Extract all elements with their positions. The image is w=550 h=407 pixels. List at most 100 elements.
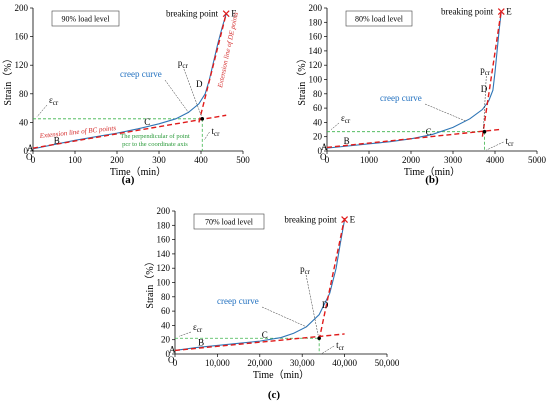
load-level-label: 90% load level — [62, 15, 111, 24]
pcr-label: pcr — [300, 264, 311, 276]
point-label-a: A — [169, 344, 176, 354]
eps-cr-leader — [36, 104, 48, 117]
point-label-e: E — [231, 9, 237, 19]
point-label-e: E — [506, 7, 512, 17]
point-label-d: D — [322, 300, 329, 310]
point-label-b: B — [344, 136, 350, 146]
load-level-box — [193, 213, 265, 230]
creep-curve-leader — [261, 306, 307, 328]
y-tick-label: 80 — [19, 89, 29, 99]
y-tick-label: 120 — [157, 263, 171, 273]
point-label-b: B — [198, 338, 204, 348]
point-label-c: C — [426, 127, 432, 137]
y-tick-label: 160 — [157, 235, 171, 245]
creep-curve-leader — [164, 79, 189, 113]
de-extension-line — [198, 13, 227, 123]
y-tick-label: 100 — [157, 278, 171, 288]
x-tick-label: 0 — [31, 155, 36, 165]
eps-cr-leader — [330, 122, 340, 130]
y-tick-label: 20 — [313, 132, 323, 142]
point-label-a: A — [321, 142, 328, 152]
origin-label: O — [168, 355, 175, 365]
x-tick-label: 1000 — [360, 155, 379, 165]
y-tick-label: 120 — [15, 60, 29, 70]
y-tick-label: 180 — [309, 17, 323, 27]
panel-caption: (a) — [122, 174, 135, 186]
x-tick-label: 30,000 — [290, 358, 315, 368]
pcr-point — [317, 336, 321, 341]
y-tick-label: 140 — [309, 46, 323, 56]
pcr-point — [200, 117, 205, 121]
creep-curve-label: creep curve — [380, 93, 422, 103]
x-axis-title: Time（min） — [253, 369, 309, 381]
panel-a: 0 100 200 300 400 50004080120160200Time（min）S… — [2, 3, 250, 186]
x-tick-label: 5000 — [528, 155, 547, 165]
perpendicular-label-1: The perpendicular of point — [120, 133, 190, 140]
bc-extension-label: Extension line of BC points — [38, 124, 116, 140]
x-tick-label: 3000 — [444, 155, 463, 165]
tcr-leader — [486, 141, 504, 151]
breaking-point-marker — [497, 8, 505, 15]
creep-curve-series — [174, 219, 346, 351]
breaking-point-marker — [222, 10, 230, 18]
tcr-label: tcr — [506, 136, 515, 148]
breaking-point-marker — [341, 216, 349, 224]
x-tick-label: 40,000 — [332, 358, 357, 368]
bc-extension-line — [326, 128, 500, 149]
x-tick-label: 500 — [236, 155, 250, 165]
y-tick-label: 80 — [161, 292, 171, 302]
eps-cr-label: εcr — [49, 95, 59, 107]
panel-caption: (c) — [268, 389, 281, 401]
creep-curve-series — [32, 13, 227, 150]
creep-curve-label: creep curve — [217, 296, 259, 306]
x-axis-title: Time（min） — [110, 166, 166, 178]
y-tick-label: 200 — [309, 3, 323, 13]
y-tick-label: 0 — [318, 146, 323, 156]
y-tick-label: 200 — [157, 206, 171, 216]
point-label-e: E — [350, 215, 356, 225]
x-tick-label: 20,000 — [247, 358, 272, 368]
tcr-label: tcr — [336, 340, 345, 352]
creep-curve-series — [326, 11, 502, 149]
breaking-point-label: breaking point — [166, 9, 219, 19]
bc-extension-line — [32, 114, 227, 149]
x-tick-label: 10,000 — [205, 358, 230, 368]
breaking-point-label: breaking point — [284, 215, 337, 225]
origin-label: O — [320, 152, 327, 162]
de-extension-label: Extension line of DE points — [216, 11, 240, 89]
pcr-leader — [305, 274, 319, 336]
y-tick-label: 60 — [313, 103, 323, 113]
bc-extension-line — [174, 333, 345, 352]
point-label-c: C — [262, 330, 268, 340]
de-extension-line — [318, 218, 346, 340]
pcr-leader — [183, 68, 202, 116]
point-label-a: A — [27, 143, 34, 153]
y-axis-title: Strain（%） — [2, 53, 14, 105]
x-tick-label: 400 — [194, 155, 208, 165]
x-tick-label: 100 — [68, 155, 82, 165]
y-tick-label: 40 — [161, 320, 171, 330]
x-axis-title: Time（min） — [404, 166, 460, 178]
x-tick-label: 300 — [152, 155, 166, 165]
creep-curve-label: creep curve — [120, 69, 162, 79]
y-tick-label: 40 — [19, 117, 29, 127]
pcr-label: pcr — [480, 65, 491, 77]
x-tick-label: 0 — [173, 358, 178, 368]
y-tick-label: 80 — [313, 89, 323, 99]
pcr-point — [482, 129, 487, 134]
eps-cr-label: εcr — [341, 113, 351, 125]
panel-caption: (b) — [425, 174, 439, 186]
x-tick-label: 200 — [110, 155, 124, 165]
load-level-label: 70% load level — [205, 218, 254, 227]
x-tick-label: 0 — [325, 155, 330, 165]
point-label-b: B — [54, 135, 60, 145]
creep-curve-leader — [424, 103, 466, 122]
pcr-leader — [483, 75, 487, 129]
y-tick-label: 100 — [309, 75, 323, 85]
y-tick-label: 160 — [309, 32, 323, 42]
x-tick-label: 4000 — [486, 155, 505, 165]
y-tick-label: 20 — [161, 335, 171, 345]
perpendicular-label-2: pcr to the coordinate axis — [122, 141, 188, 148]
de-extension-line — [481, 10, 502, 137]
tcr-leader — [204, 131, 210, 141]
